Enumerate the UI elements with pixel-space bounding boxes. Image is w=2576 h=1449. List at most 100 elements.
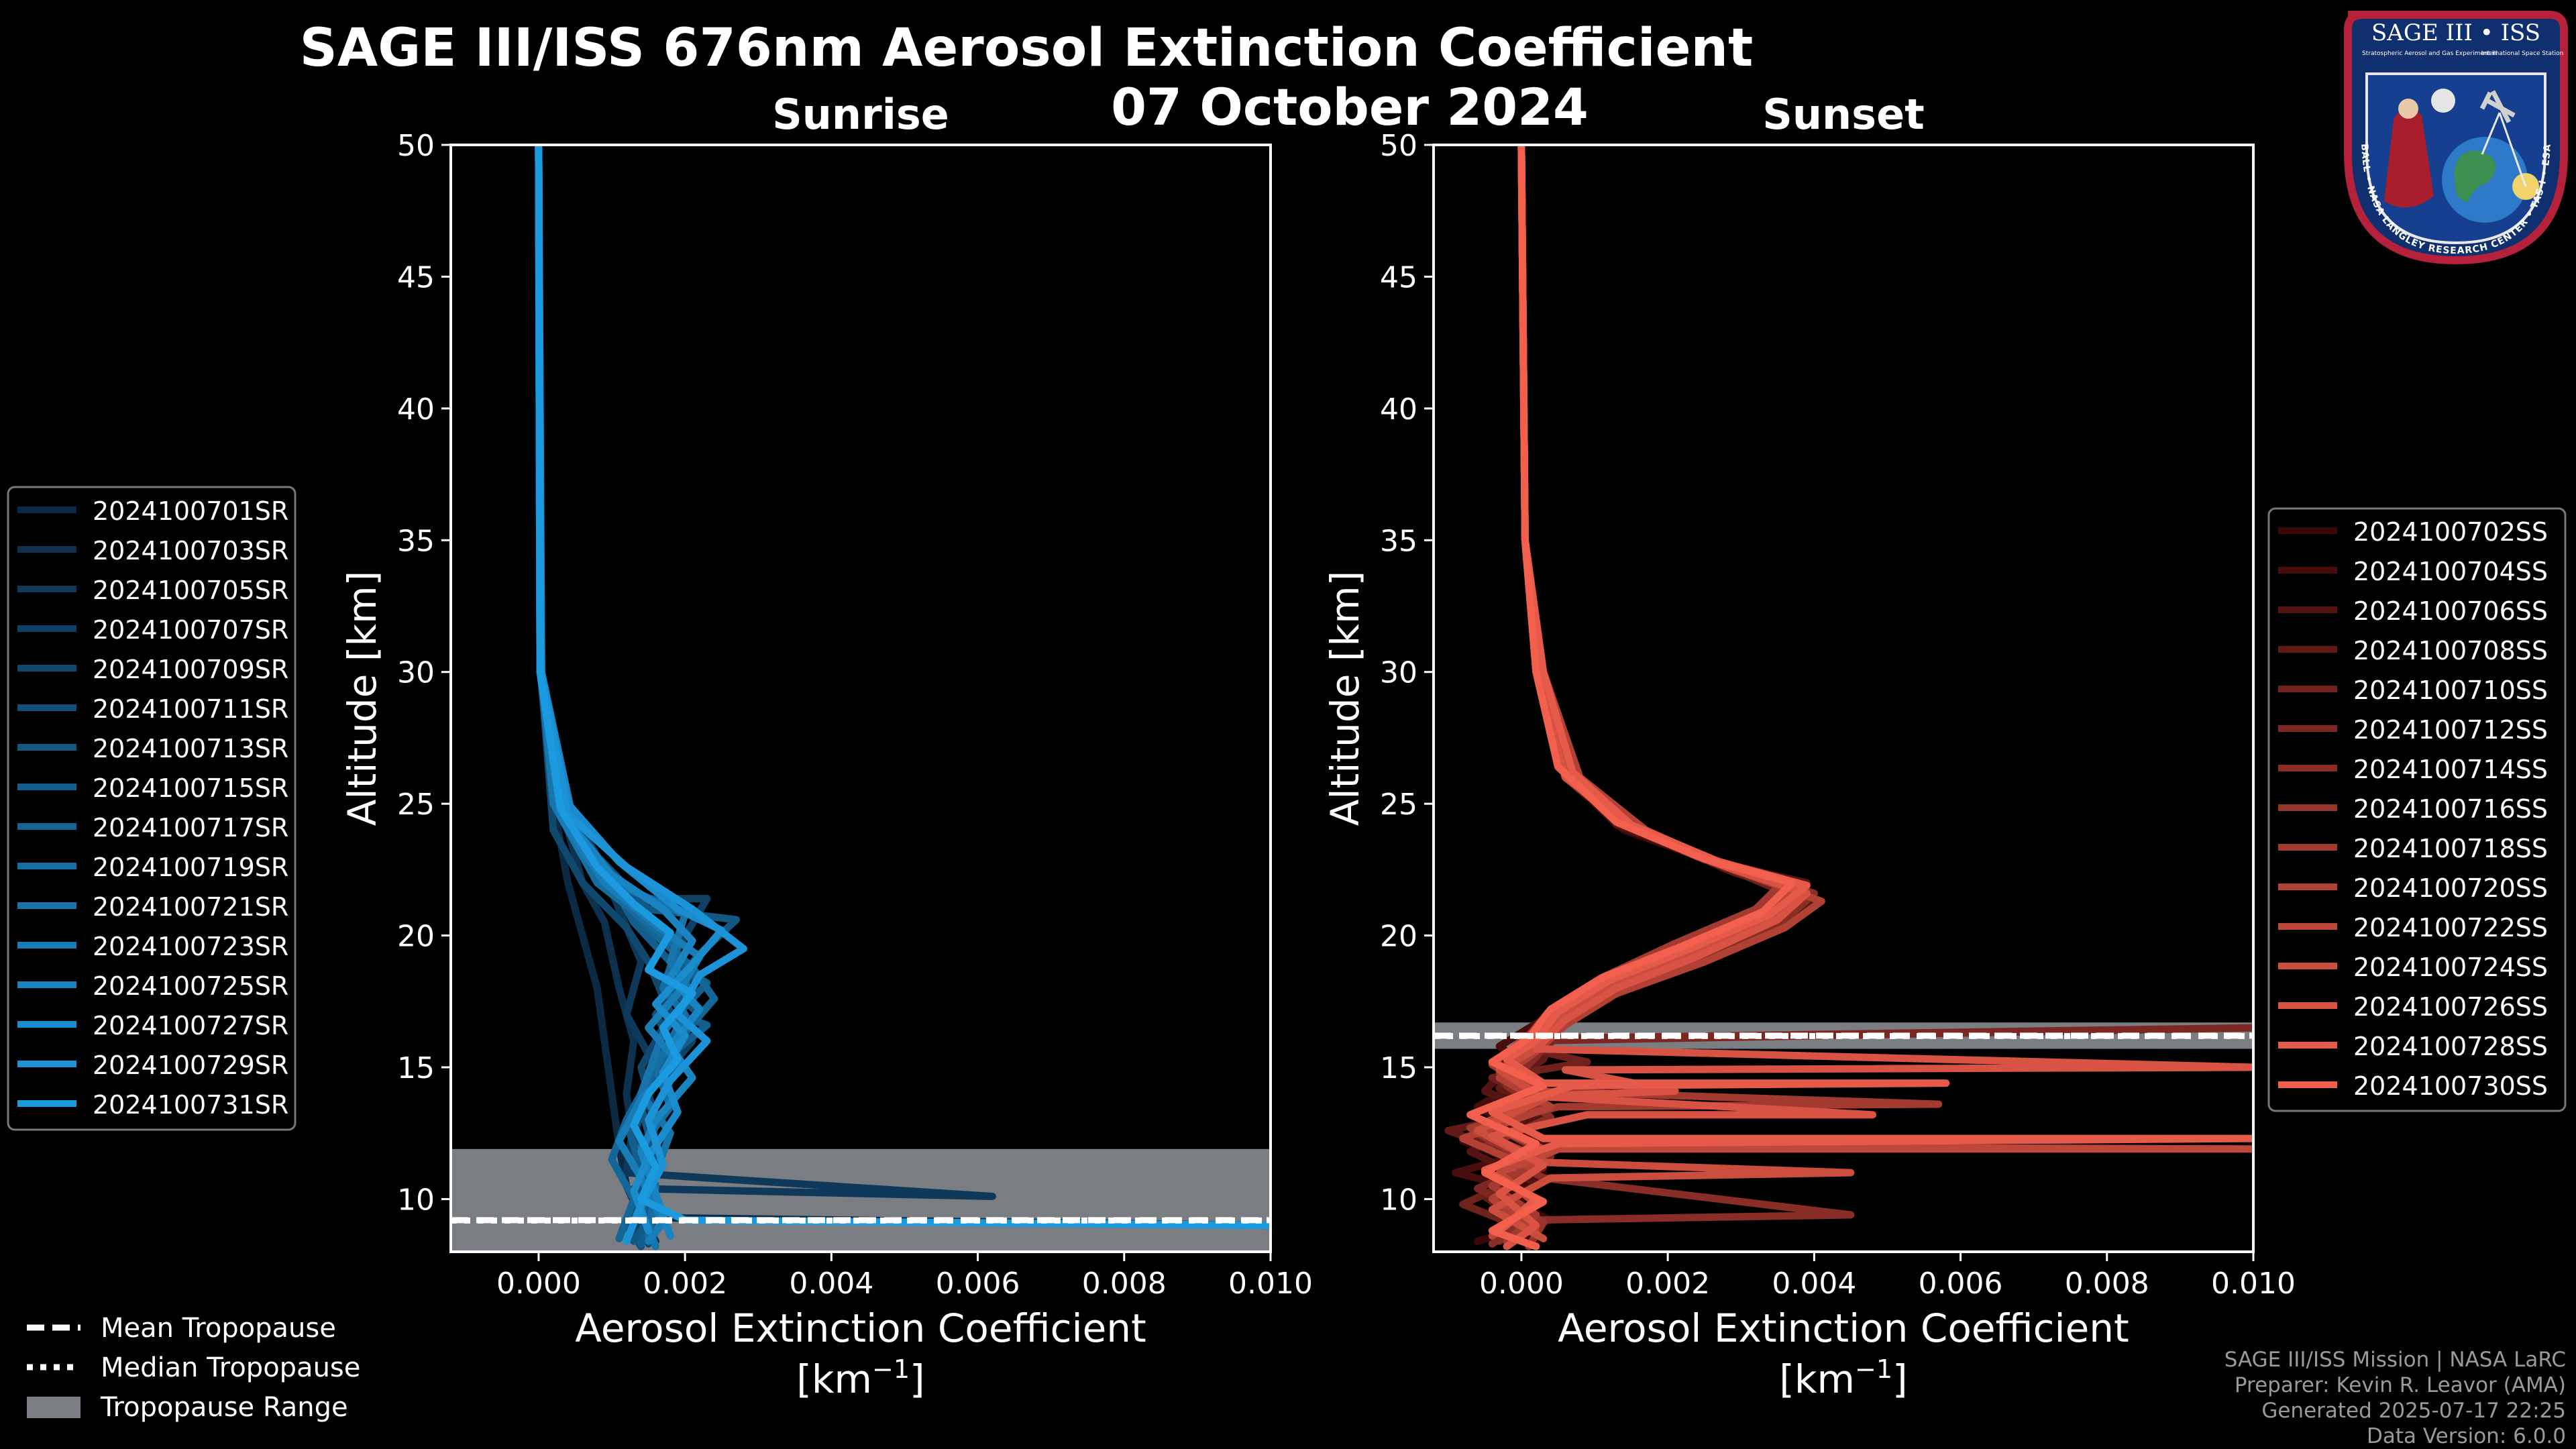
footer-version: Data Version: 6.0.0 [2367,1424,2566,1448]
sunset-ytick-label: 10 [1380,1183,1417,1217]
legend-label-2024100709SR: 2024100709SR [93,655,288,684]
legend-label-2024100721SR: 2024100721SR [93,892,288,922]
legend-label-2024100712SS: 2024100712SS [2353,715,2548,745]
sunrise-legend: 2024100701SR 2024100703SR 2024100705SR 2024… [7,486,297,1131]
sunset-xtick-label: 0.008 [2065,1267,2149,1301]
logo-station-icon [2479,90,2516,123]
legend-label-2024100714SS: 2024100714SS [2353,755,2548,784]
sunset-xtick-label: 0.004 [1772,1267,1856,1301]
legend-label-2024100725SR: 2024100725SR [93,971,288,1001]
legend-label-2024100715SR: 2024100715SR [93,773,288,803]
sunset-legend-frame [2267,507,2567,1112]
sunset-legend: 2024100702SS 2024100704SS 2024100706SS 2024… [2267,507,2567,1112]
sage-iss-logo: SAGE III • ISS Stratospheric Aerosol and… [2344,11,2568,265]
sunrise-ytick-label: 15 [397,1051,435,1085]
sunset-ytick-label: 45 [1380,260,1417,294]
profile-2024100720SS [1459,145,1825,1235]
sunrise-xtick-label: 0.002 [643,1267,727,1301]
legend-label-2024100719SR: 2024100719SR [93,853,288,882]
sunset-xtick-label: 0.010 [2211,1267,2296,1301]
sunset-chart: 0.000 0.002 0.004 0.006 0.008 0.010 10 15 20 25 30… [1322,90,2296,1402]
sunrise-xtick-label: 0.004 [789,1267,873,1301]
footer-preparer: Preparer: Kevin R. Leavor (AMA) [2235,1373,2566,1397]
sunset-xtick-label: 0.002 [1625,1267,1710,1301]
footer-generated: Generated 2025-07-17 22:25 [2261,1399,2566,1423]
sunset-ytick-label: 25 [1380,788,1417,822]
sunrise-xtick-label: 0.010 [1228,1267,1313,1301]
sunset-xtick-label: 0.000 [1479,1267,1564,1301]
sunrise-xtick-label: 0.000 [496,1267,581,1301]
figure-date: 07 October 2024 [1111,77,1589,137]
sunset-panel-title: Sunset [1762,90,1925,139]
profile-2024100730SS [1466,145,1796,1250]
sunrise-tropopause-range [451,1148,1271,1252]
sunset-xlabel: Aerosol Extinction Coefficient [1558,1305,2129,1351]
sunset-xunit: [km−1] [1779,1354,1907,1402]
legend-label-2024100726SS: 2024100726SS [2353,992,2548,1022]
legend-label-2024100702SS: 2024100702SS [2353,517,2548,547]
sunset-ytick-label: 30 [1380,656,1417,690]
sunrise-ylabel: Altitude [km] [339,571,385,826]
sunrise-xtick-label: 0.006 [936,1267,1020,1301]
profile-2024100731SR [535,145,1271,1230]
median-tropopause-label: Median Tropopause [101,1352,360,1383]
sunrise-ytick-label: 40 [397,392,435,427]
sunset-ytick-label: 35 [1380,524,1417,558]
sunrise-legend-frame [7,486,297,1131]
sunset-ytick-label: 20 [1380,920,1417,954]
legend-label-2024100727SR: 2024100727SR [93,1011,288,1040]
sunset-ytick-label: 15 [1380,1051,1417,1085]
logo-moon-icon [2431,89,2455,113]
logo-figure-head-icon [2398,99,2418,119]
legend-label-2024100723SR: 2024100723SR [93,932,288,961]
legend-label-2024100713SR: 2024100713SR [93,734,288,763]
footer-credits: SAGE III/ISS Mission | NASA LaRC Prepare… [2224,1348,2566,1448]
sunrise-panel-title: Sunrise [772,90,949,139]
sunrise-chart: 0.000 0.002 0.004 0.006 0.008 0.010 10 15 20 25 30… [339,90,1313,1402]
sunrise-ytick-label: 30 [397,656,435,690]
legend-label-2024100722SS: 2024100722SS [2353,913,2548,943]
mean-tropopause-label: Mean Tropopause [101,1313,336,1344]
sunrise-plot-area [451,145,1271,1252]
sunrise-ytick-label: 25 [397,788,435,822]
legend-label-2024100711SR: 2024100711SR [93,694,288,724]
logo-subtitle-right: International Space Station [2481,50,2564,57]
legend-label-2024100701SR: 2024100701SR [93,496,288,526]
tropopause-range-label: Tropopause Range [100,1392,348,1423]
tropopause-range-swatch [27,1397,80,1418]
logo-subtitle-left: Stratospheric Aerosol and Gas Experiment… [2362,50,2498,57]
legend-label-2024100705SR: 2024100705SR [93,576,288,605]
sunrise-xunit: [km−1] [796,1354,924,1402]
legend-label-2024100710SS: 2024100710SS [2353,676,2548,705]
legend-label-2024100708SS: 2024100708SS [2353,636,2548,665]
legend-label-2024100729SR: 2024100729SR [93,1051,288,1080]
legend-label-2024100718SS: 2024100718SS [2353,834,2548,863]
sunrise-ytick-label: 50 [397,129,435,163]
sunrise-ytick-label: 35 [397,524,435,558]
sunset-ytick-label: 50 [1380,129,1417,163]
sunrise-xtick-label: 0.008 [1082,1267,1167,1301]
legend-label-2024100724SS: 2024100724SS [2353,953,2548,982]
legend-label-2024100707SR: 2024100707SR [93,615,288,645]
sunset-ylabel: Altitude [km] [1322,571,1368,826]
legend-label-2024100728SS: 2024100728SS [2353,1032,2548,1061]
footer-mission: SAGE III/ISS Mission | NASA LaRC [2224,1348,2566,1372]
legend-label-2024100720SS: 2024100720SS [2353,873,2548,903]
logo-figure-icon [2384,108,2434,208]
logo-beam-icon [2481,112,2527,187]
legend-label-2024100703SR: 2024100703SR [93,536,288,566]
sunrise-ytick-label: 10 [397,1183,435,1217]
sunset-ytick-label: 40 [1380,392,1417,427]
sunset-plot-frame [1432,144,2255,1253]
sunset-xtick-label: 0.006 [1919,1267,2003,1301]
tropopause-legend: Mean Tropopause Median Tropopause Tropop… [27,1313,360,1423]
figure-title: SAGE III/ISS 676nm Aerosol Extinction Co… [300,18,1754,78]
legend-label-2024100731SR: 2024100731SR [93,1090,288,1120]
sunrise-ytick-label: 20 [397,920,435,954]
legend-label-2024100706SS: 2024100706SS [2353,596,2548,626]
profile-2024100728SS [1481,145,2253,1235]
legend-label-2024100717SR: 2024100717SR [93,813,288,843]
sunrise-ytick-label: 45 [397,260,435,294]
sunrise-plot-frame [449,144,1272,1253]
